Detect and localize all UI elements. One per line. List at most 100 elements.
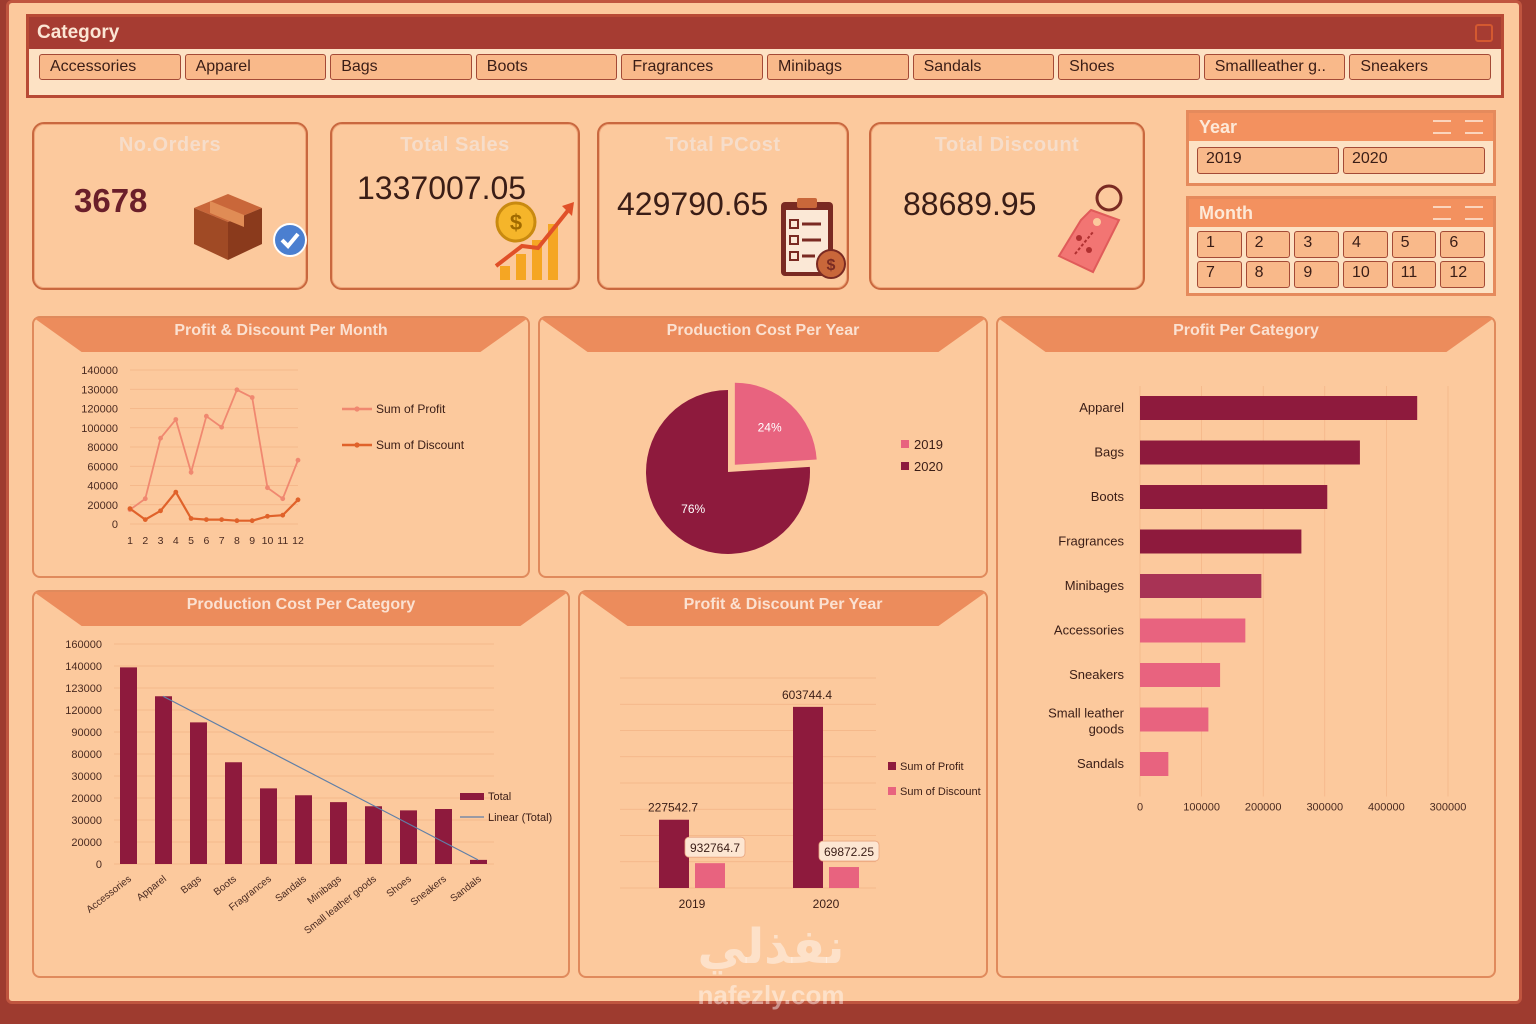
category-chip-bags[interactable]: Bags <box>330 54 472 80</box>
y-tick-label: 120000 <box>65 705 102 717</box>
category-chip-accessories[interactable]: Accessories <box>39 54 181 80</box>
category-chip-shoes[interactable]: Shoes <box>1058 54 1200 80</box>
data-point <box>173 417 179 422</box>
category-label: Boots <box>1091 489 1125 504</box>
category-label: Fragrances <box>1058 534 1124 549</box>
chart-title: Production Cost Per Year <box>666 322 860 339</box>
kpi-discount-card: Total Discount 88689.95 <box>869 122 1145 290</box>
data-point <box>158 435 163 441</box>
kpi-pcost-value: 429790.65 <box>617 186 769 222</box>
bar <box>365 806 382 864</box>
legend-label: 2020 <box>914 459 943 474</box>
watermark: نفذلي nafezly.com <box>676 920 866 1011</box>
month-chip-3[interactable]: 3 <box>1294 231 1339 258</box>
year-chip-grid: 2019 2020 <box>1189 141 1493 180</box>
package-check-icon <box>194 194 307 260</box>
month-chip-11[interactable]: 11 <box>1391 261 1437 288</box>
svg-text:$: $ <box>827 257 836 274</box>
x-tick-label: 4 <box>173 535 179 547</box>
chart-title: Profit Per Category <box>1173 322 1319 339</box>
multi-select-icon[interactable] <box>1433 120 1451 134</box>
y-tick-label: 20000 <box>71 837 102 849</box>
category-chip-boots[interactable]: Boots <box>475 54 618 80</box>
x-tick-label: 2 <box>142 535 148 547</box>
year-slicer-header: Year <box>1189 113 1493 141</box>
month-chip-10[interactable]: 10 <box>1343 261 1388 288</box>
data-label: 603744.4 <box>782 688 832 702</box>
panel-profit-per-category: Profit Per Category 0 100000 200000 300000 4… <box>996 316 1496 978</box>
bar <box>1140 440 1360 465</box>
x-tick-label: 10 <box>262 535 274 547</box>
panel-production-cost-category: Production Cost Per Category 0 20000 30000… <box>32 590 570 978</box>
y-tick-label: 40000 <box>87 481 118 493</box>
panel-profit-discount-year: Profit & Discount Per Year 227542.7 93276… <box>578 590 988 978</box>
month-chip-5[interactable]: 5 <box>1391 231 1437 258</box>
month-chip-2[interactable]: 2 <box>1245 231 1291 258</box>
x-tick-label: Sandals <box>274 874 309 905</box>
category-chip-minibags[interactable]: Minibags <box>766 54 909 80</box>
data-point <box>142 517 148 522</box>
month-chip-4[interactable]: 4 <box>1343 231 1388 258</box>
data-point <box>142 496 148 502</box>
year-chip-2020[interactable]: 2020 <box>1343 147 1485 174</box>
bar <box>435 809 452 864</box>
data-point <box>295 497 301 503</box>
bar <box>829 867 859 888</box>
x-tick-label: Boots <box>212 874 239 898</box>
year-chip-2019[interactable]: 2019 <box>1197 147 1339 174</box>
category-chip-sneakers[interactable]: Sneakers <box>1349 54 1491 80</box>
bar <box>1140 707 1209 732</box>
x-tick-label: 300000 <box>1306 802 1343 814</box>
category-label: Sneakers <box>1069 667 1124 682</box>
month-slicer-header: Month <box>1189 199 1493 227</box>
month-chip-9[interactable]: 9 <box>1294 261 1339 288</box>
legend-label: Sum of Discount <box>376 438 465 452</box>
bar <box>793 706 823 888</box>
category-label: Apparel <box>1079 400 1124 415</box>
category-slicer: Category Accessories Apparel Bags Boots Frag… <box>26 14 1504 98</box>
category-chip-smallleather-g[interactable]: Smallleather g.. <box>1203 54 1346 80</box>
clear-filter-icon[interactable] <box>1475 24 1493 42</box>
x-tick-label: 2020 <box>813 897 840 911</box>
category-chip-apparel[interactable]: Apparel <box>184 54 327 80</box>
y-tick-label: 140000 <box>65 661 102 673</box>
legend-swatch <box>888 762 896 770</box>
month-chip-6[interactable]: 6 <box>1440 231 1485 258</box>
x-tick-label: 7 <box>219 535 225 547</box>
bar <box>1140 529 1302 554</box>
category-label: Small leather <box>1048 706 1125 721</box>
category-chip-fragrances[interactable]: Fragrances <box>621 54 763 80</box>
month-chip-1[interactable]: 1 <box>1197 231 1242 258</box>
watermark-latin: nafezly.com <box>697 980 845 1010</box>
data-point <box>249 395 255 400</box>
legend-label: Linear (Total) <box>488 812 552 824</box>
multi-select-icon[interactable] <box>1433 206 1451 220</box>
month-chip-7[interactable]: 7 <box>1197 261 1242 288</box>
series-line <box>129 490 299 522</box>
data-point <box>234 387 240 393</box>
clear-filter-icon[interactable] <box>1465 120 1483 134</box>
category-chip-sandals[interactable]: Sandals <box>912 54 1055 80</box>
month-slicer-title: Month <box>1199 202 1253 223</box>
data-point <box>203 413 209 419</box>
kpi-sales-value: 1337007.05 <box>357 170 527 206</box>
kpi-orders-value: 3678 <box>74 182 148 219</box>
legend-swatch <box>901 440 909 448</box>
data-point <box>188 469 194 475</box>
x-tick-label: 8 <box>234 535 240 547</box>
bar <box>120 667 137 864</box>
y-tick-label: 80000 <box>71 749 102 761</box>
x-tick-label: Accessories <box>85 874 134 916</box>
clear-filter-icon[interactable] <box>1465 206 1483 220</box>
month-chip-12[interactable]: 12 <box>1440 261 1485 288</box>
panel-profit-discount-month: Profit & Discount Per Month 0 20000 40000 6… <box>32 316 530 578</box>
data-point <box>219 424 225 430</box>
legend-marker <box>354 442 360 448</box>
x-tick-label: 100000 <box>1183 802 1220 814</box>
month-chip-grid: 1 2 3 4 5 6 7 8 9 10 11 12 <box>1189 227 1493 294</box>
data-label-box <box>818 840 880 862</box>
month-chip-8[interactable]: 8 <box>1245 261 1291 288</box>
data-point <box>234 518 240 524</box>
y-tick-label: 80000 <box>87 442 118 454</box>
category-label: Minibages <box>1065 578 1125 593</box>
